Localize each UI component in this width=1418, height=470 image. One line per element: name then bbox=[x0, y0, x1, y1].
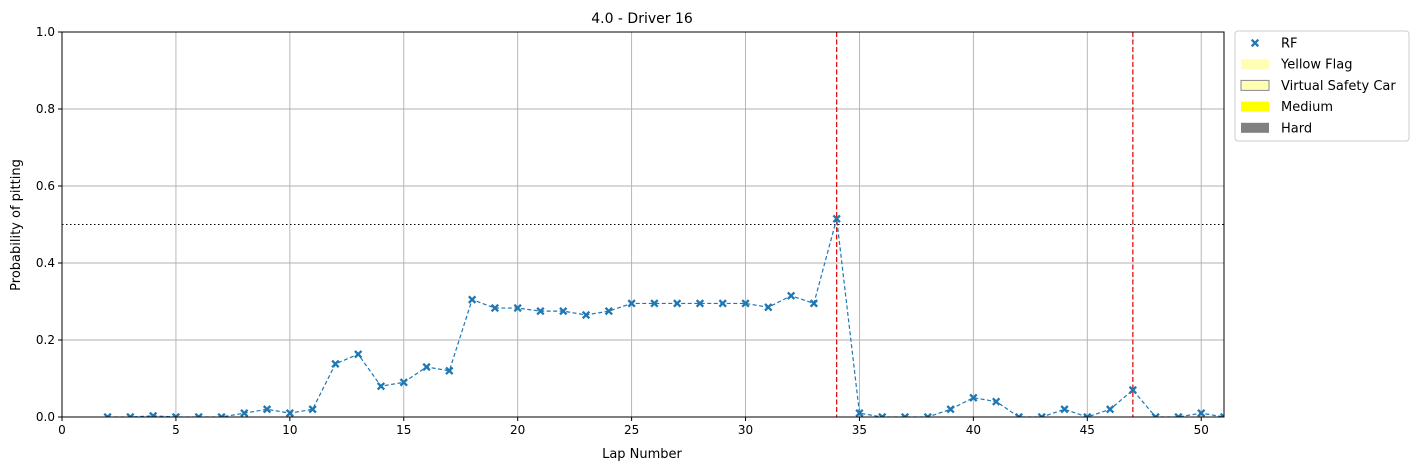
data-point bbox=[262, 405, 272, 414]
data-point bbox=[1105, 405, 1115, 414]
data-point bbox=[1060, 405, 1069, 414]
data-point bbox=[331, 359, 340, 368]
data-point bbox=[376, 382, 386, 391]
data-point bbox=[923, 412, 932, 417]
x-axis-label: Lap Number bbox=[602, 447, 682, 462]
x-tick-label: 40 bbox=[966, 423, 981, 437]
y-tick-label: 0.0 bbox=[36, 410, 55, 424]
y-tick-label: 0.6 bbox=[36, 179, 55, 193]
data-point bbox=[650, 299, 659, 308]
chart-title: 4.0 - Driver 16 bbox=[591, 11, 693, 27]
data-point bbox=[126, 412, 135, 417]
data-point bbox=[1128, 385, 1137, 395]
x-tick-label: 20 bbox=[510, 423, 525, 437]
data-point bbox=[354, 350, 363, 359]
data-point bbox=[422, 362, 431, 372]
legend: RF Yellow Flag Virtual Safety Car Medium Har… bbox=[1234, 30, 1410, 142]
data-point bbox=[171, 412, 181, 417]
legend-swatch bbox=[1240, 79, 1270, 91]
legend-swatch bbox=[1241, 101, 1269, 112]
data-point bbox=[559, 307, 568, 316]
x-tick-label: 35 bbox=[852, 423, 867, 437]
x-tick-label: 30 bbox=[738, 423, 753, 437]
data-point bbox=[308, 405, 317, 414]
data-point bbox=[217, 412, 226, 417]
data-point bbox=[536, 307, 545, 316]
data-point bbox=[992, 397, 1001, 406]
data-point bbox=[946, 405, 955, 414]
series-line bbox=[107, 218, 1224, 417]
data-point bbox=[468, 295, 477, 304]
legend-label: Medium bbox=[1281, 100, 1333, 115]
plot-area: 0 5 10 15 20 25 30 35 40 45 50 0.0 0.2 0.4 0.6 0.8 1.0 bbox=[36, 25, 1225, 437]
data-point bbox=[445, 366, 454, 375]
legend-marker bbox=[1250, 38, 1260, 48]
legend-frame bbox=[1234, 30, 1410, 142]
data-point bbox=[490, 303, 500, 313]
legend-swatch bbox=[1241, 122, 1269, 133]
data-point bbox=[741, 299, 750, 308]
x-tick-label: 10 bbox=[282, 423, 297, 437]
data-point bbox=[240, 409, 249, 417]
data-point bbox=[1083, 412, 1092, 417]
data-point bbox=[581, 310, 591, 320]
y-tick-label: 0.2 bbox=[36, 333, 55, 347]
y-tick-label: 0.8 bbox=[36, 102, 55, 116]
x-tick-label: 45 bbox=[1080, 423, 1095, 437]
legend-label: Virtual Safety Car bbox=[1281, 79, 1396, 94]
data-point bbox=[1151, 412, 1160, 417]
legend-swatch bbox=[1241, 59, 1269, 70]
data-point bbox=[786, 291, 796, 300]
data-point bbox=[1197, 409, 1206, 417]
x-tick-label: 50 bbox=[1194, 423, 1209, 437]
data-point bbox=[855, 409, 864, 417]
data-point bbox=[399, 378, 408, 387]
data-point bbox=[604, 307, 613, 316]
x-tick-label: 0 bbox=[58, 423, 66, 437]
y-tick-label: 0.4 bbox=[36, 256, 55, 270]
data-point bbox=[673, 299, 682, 308]
legend-label: Hard bbox=[1281, 121, 1312, 136]
data-point bbox=[1174, 412, 1183, 417]
data-point bbox=[285, 409, 294, 417]
data-point bbox=[1014, 412, 1024, 417]
data-point bbox=[809, 299, 818, 308]
data-point bbox=[969, 393, 978, 402]
y-axis-label: Probability of pitting bbox=[9, 159, 24, 291]
plot-frame bbox=[61, 31, 1225, 418]
data-point bbox=[900, 412, 910, 417]
data-point bbox=[149, 411, 158, 417]
data-point bbox=[718, 299, 727, 308]
data-point bbox=[1037, 412, 1046, 417]
data-point bbox=[627, 299, 636, 308]
data-point bbox=[764, 303, 773, 312]
data-point bbox=[513, 303, 522, 313]
x-tick-label: 15 bbox=[396, 423, 411, 437]
x-tick-label: 25 bbox=[624, 423, 639, 437]
data-point bbox=[695, 299, 705, 308]
data-point bbox=[1219, 412, 1224, 417]
y-tick-label: 1.0 bbox=[36, 25, 55, 39]
legend-label: Yellow Flag bbox=[1280, 58, 1352, 73]
data-point bbox=[194, 412, 203, 417]
data-point bbox=[103, 412, 112, 417]
series-group bbox=[103, 214, 1224, 417]
data-point bbox=[832, 214, 841, 223]
data-point bbox=[878, 412, 887, 417]
x-tick-label: 5 bbox=[172, 423, 180, 437]
legend-label: RF bbox=[1281, 37, 1298, 52]
